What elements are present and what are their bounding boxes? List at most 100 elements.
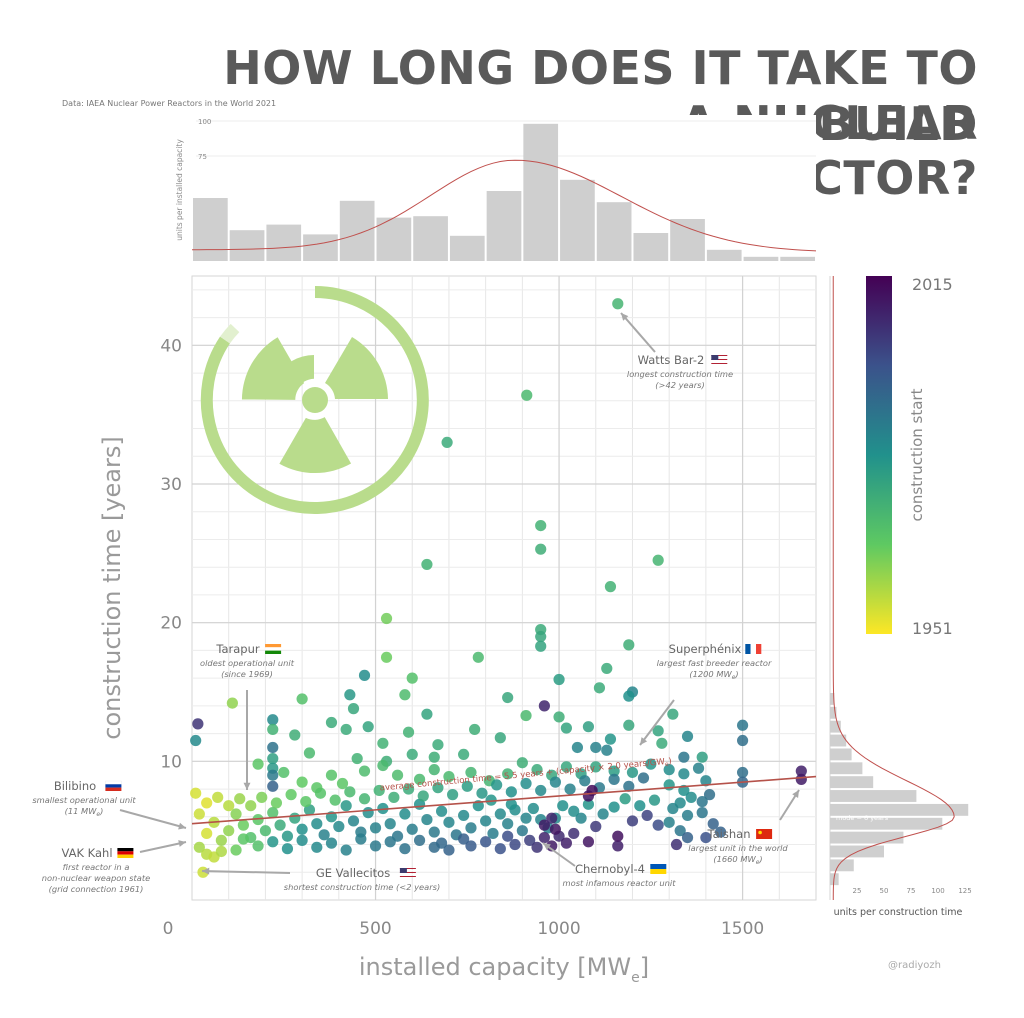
annotation-title: GE Vallecitos	[316, 866, 390, 880]
reactor-point	[571, 741, 584, 754]
reactor-point	[377, 759, 389, 772]
annotation-description: largest unit in the world	[688, 843, 788, 853]
annotation-arrowhead	[543, 843, 551, 851]
annotation-description: longest construction time	[627, 369, 733, 379]
reactor-point	[406, 823, 418, 835]
reactor-point	[608, 801, 620, 813]
reactor-point	[267, 714, 279, 726]
reactor-point	[795, 773, 807, 785]
reactor-point	[358, 669, 371, 681]
reactor-point	[487, 827, 499, 840]
reactor-point	[281, 830, 294, 842]
reactor-point	[582, 721, 595, 733]
x-tick-label: 0	[163, 919, 174, 939]
reactor-point	[289, 729, 301, 741]
reactor-point	[252, 813, 264, 826]
side-hist-bar	[830, 831, 904, 844]
reactor-point	[549, 823, 561, 835]
side-hist-tick: 50	[880, 887, 889, 895]
reactor-point	[681, 809, 694, 822]
reactor-point	[384, 818, 396, 830]
reactor-point	[329, 794, 341, 806]
reactor-point	[502, 818, 514, 830]
side-hist-tick: 100	[931, 887, 944, 895]
reactor-point	[436, 805, 448, 817]
reactor-point	[325, 716, 338, 729]
annotation: Superphénix largest fast breeder reactor(…	[639, 642, 772, 746]
reactor-point	[358, 765, 371, 777]
reactor-point	[325, 769, 338, 781]
reactor-point	[212, 791, 224, 803]
annotation: Tarapur oldest operational unit(since 196…	[200, 642, 295, 790]
reactor-point	[336, 777, 349, 790]
reactor-point	[645, 758, 657, 770]
reactor-point	[700, 832, 712, 844]
reactor-point	[505, 786, 517, 798]
reactor-point	[623, 719, 635, 731]
reactor-point	[358, 793, 371, 805]
reactor-point	[619, 793, 631, 805]
reactor-point	[215, 845, 227, 858]
annotations: Watts Bar-2 longest construction time(>42…	[32, 312, 800, 894]
reactor-point	[535, 640, 547, 652]
x-tick-label: 1500	[721, 919, 764, 939]
reactor-point	[568, 805, 580, 817]
annotation-arrow	[139, 841, 187, 853]
reactor-point	[399, 808, 411, 820]
reactor-point	[252, 758, 264, 770]
reactor-point	[557, 800, 569, 812]
reactor-point	[678, 784, 690, 797]
reactor-point	[252, 840, 264, 852]
top-hist-bar	[560, 179, 595, 261]
reactor-point	[443, 844, 455, 856]
side-hist-bar	[830, 803, 969, 816]
reactor-point	[601, 662, 613, 675]
side-hist-density	[832, 276, 955, 901]
reactor-point	[696, 807, 708, 819]
annotation-arrowhead	[792, 790, 799, 798]
annotation-description: (1200 MWe)	[689, 669, 738, 681]
annotation-arrow	[639, 699, 675, 746]
reactor-point	[564, 783, 576, 795]
reactor-point	[637, 772, 650, 784]
reactor-point	[608, 773, 620, 785]
reactor-point	[590, 741, 602, 754]
author-credit: @radiyozh	[888, 960, 941, 971]
reactor-point	[303, 747, 316, 759]
reactor-point	[703, 789, 716, 801]
reactor-point	[344, 689, 356, 701]
reactor-point	[281, 843, 294, 855]
reactor-point	[648, 794, 661, 806]
side-hist-bar	[830, 706, 837, 719]
annotation-arrowhead	[178, 840, 186, 847]
reactor-point	[678, 768, 690, 780]
reactor-point	[380, 612, 393, 625]
annotation-description: first reactor in a	[63, 862, 130, 872]
reactor-point	[399, 689, 411, 701]
side-hist-bar	[830, 790, 917, 802]
annotation-arrow	[620, 312, 656, 353]
reactor-point	[476, 787, 488, 799]
reactor-point	[355, 833, 367, 845]
side-hist-bar	[830, 748, 852, 761]
annotation-arrowhead	[202, 867, 210, 875]
reactor-point	[465, 766, 477, 779]
annotation-description: smallest operational unit	[32, 795, 136, 805]
reactor-point	[531, 764, 543, 776]
title-line-1: HOW LONG DOES IT TAKE TO BUILD	[223, 41, 978, 151]
reactor-point	[623, 780, 635, 792]
reactor-point	[362, 807, 374, 819]
reactor-point	[549, 776, 561, 788]
reactor-point	[190, 787, 202, 799]
reactor-point	[428, 751, 440, 763]
reactor-point	[560, 761, 573, 773]
reactor-point	[465, 840, 477, 852]
y-tick-label: 40	[160, 336, 182, 356]
reactor-point	[428, 826, 440, 838]
reactor-point	[193, 841, 205, 853]
reactor-point	[521, 389, 533, 401]
reactor-point	[582, 790, 595, 802]
reactor-point	[678, 751, 690, 763]
reactor-point	[296, 693, 308, 705]
